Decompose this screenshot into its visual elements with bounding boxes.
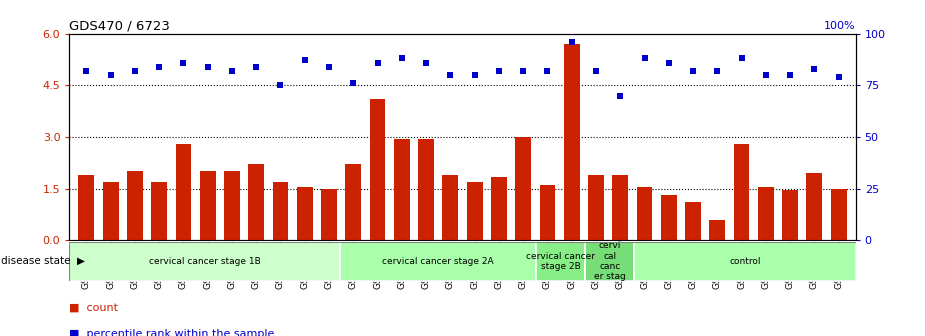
Bar <box>248 164 265 240</box>
Bar <box>200 171 216 240</box>
Bar <box>588 175 604 240</box>
Bar <box>297 187 313 240</box>
Bar <box>758 187 773 240</box>
Bar <box>394 139 410 240</box>
Text: GDS470 / 6723: GDS470 / 6723 <box>69 19 170 33</box>
Point <box>297 58 312 63</box>
Bar <box>831 188 846 240</box>
Bar <box>103 182 118 240</box>
Text: ■  percentile rank within the sample: ■ percentile rank within the sample <box>69 329 275 336</box>
Point <box>152 64 166 69</box>
Point <box>709 68 724 74</box>
Point <box>564 39 579 45</box>
Bar <box>467 182 483 240</box>
Point <box>79 68 93 74</box>
Bar <box>685 202 701 240</box>
Point <box>249 64 264 69</box>
Point <box>273 83 288 88</box>
Bar <box>783 190 798 240</box>
Point <box>443 72 458 78</box>
Point <box>540 68 555 74</box>
Point <box>516 68 531 74</box>
Bar <box>709 220 725 240</box>
Point <box>370 60 385 65</box>
Point <box>807 66 821 72</box>
Bar <box>536 242 586 281</box>
Bar <box>612 175 628 240</box>
Bar <box>69 242 339 281</box>
Point <box>832 74 846 80</box>
Bar <box>660 196 677 240</box>
Point <box>104 72 118 78</box>
Bar <box>152 182 167 240</box>
Point <box>419 60 434 65</box>
Point <box>588 68 603 74</box>
Point <box>467 72 482 78</box>
Point <box>346 81 361 86</box>
Bar <box>321 188 337 240</box>
Text: cervi
cal
canc
er stag: cervi cal canc er stag <box>594 241 626 281</box>
Bar <box>339 242 536 281</box>
Bar <box>418 139 434 240</box>
Bar <box>539 185 555 240</box>
Bar <box>564 44 580 240</box>
Point <box>176 60 191 65</box>
Point <box>128 68 142 74</box>
Text: ■  count: ■ count <box>69 302 118 312</box>
Point <box>394 56 409 61</box>
Bar <box>586 242 635 281</box>
Bar <box>273 182 289 240</box>
Bar <box>345 164 361 240</box>
Bar <box>176 144 191 240</box>
Point <box>661 60 676 65</box>
Bar <box>79 175 94 240</box>
Point <box>613 93 628 98</box>
Bar <box>491 176 507 240</box>
Bar <box>442 175 458 240</box>
Point <box>685 68 700 74</box>
Bar <box>127 171 142 240</box>
Point <box>322 64 337 69</box>
Point <box>783 72 797 78</box>
Text: disease state  ▶: disease state ▶ <box>1 256 85 266</box>
Text: cervical cancer stage 2A: cervical cancer stage 2A <box>382 257 494 266</box>
Bar <box>807 173 822 240</box>
Bar <box>635 242 856 281</box>
Point <box>225 68 240 74</box>
Point <box>734 56 749 61</box>
Text: 100%: 100% <box>824 21 856 31</box>
Point <box>637 56 652 61</box>
Text: cervical cancer stage 1B: cervical cancer stage 1B <box>149 257 260 266</box>
Bar <box>370 99 386 240</box>
Text: control: control <box>729 257 760 266</box>
Bar <box>636 187 652 240</box>
Point <box>491 68 506 74</box>
Point <box>758 72 773 78</box>
Bar <box>734 144 749 240</box>
Point <box>201 64 216 69</box>
Text: cervical cancer
stage 2B: cervical cancer stage 2B <box>526 252 596 271</box>
Bar <box>515 137 531 240</box>
Bar <box>224 171 240 240</box>
